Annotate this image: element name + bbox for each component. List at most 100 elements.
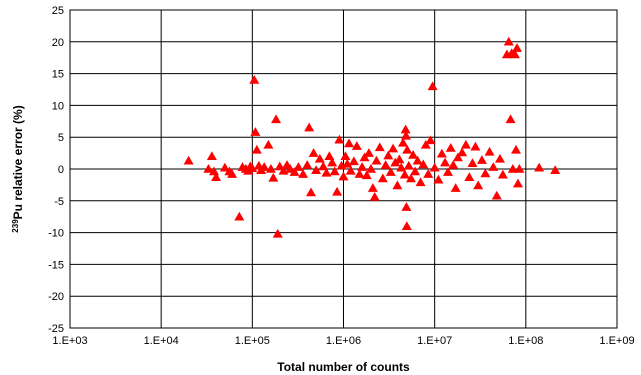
data-point [491, 190, 502, 200]
data-point [327, 157, 338, 167]
data-point [401, 221, 412, 230]
data-point [265, 164, 276, 173]
plot-frame [69, 9, 618, 329]
data-point [402, 144, 413, 154]
data-point [203, 164, 214, 173]
data-point [507, 164, 518, 173]
data-point [448, 160, 459, 169]
data-point [351, 141, 362, 150]
y-tick-label: 20 [52, 37, 64, 49]
x-tick-label: 1.E+03 [52, 335, 87, 347]
data-point [460, 139, 471, 149]
y-axis-tick-labels: 25 20 15 10 5 0 -5 -10 -15 -20 -25 [48, 5, 64, 335]
data-point [357, 162, 368, 171]
data-point [398, 137, 409, 147]
x-tick-label: 1.E+08 [508, 335, 543, 347]
y-tick-label: -5 [54, 196, 64, 208]
data-point [380, 160, 391, 169]
data-point [298, 169, 309, 178]
data-point [415, 177, 426, 187]
data-point [259, 162, 270, 171]
data-point [470, 141, 481, 151]
data-point [394, 154, 405, 164]
data-point [383, 150, 394, 160]
data-point [183, 155, 194, 165]
x-tick-label: 1.E+06 [326, 335, 361, 347]
y-tick-label: -20 [48, 291, 64, 303]
data-point [467, 158, 478, 168]
data-point [268, 172, 279, 182]
data-point [318, 161, 329, 171]
x-tick-label: 1.E+09 [599, 335, 634, 347]
y-tick-label: -10 [48, 228, 64, 240]
data-point [219, 162, 230, 172]
data-point [359, 152, 370, 162]
data-point [249, 74, 260, 84]
data-point [399, 169, 410, 179]
data-point [329, 166, 340, 176]
data-point [324, 151, 335, 161]
data-point [401, 130, 412, 140]
y-axis-title: 239Pu relative error (%) [11, 105, 25, 232]
data-point [332, 186, 343, 196]
data-point [429, 162, 440, 172]
data-point [503, 36, 514, 46]
y-tick-label: 25 [52, 5, 64, 17]
x-axis-tick-labels: 1.E+03 1.E+04 1.E+05 1.E+06 1.E+07 1.E+08 1.E+… [52, 335, 634, 347]
y-axis-title-main: Pu relative error (%) [11, 105, 25, 219]
data-point [480, 168, 491, 178]
data-point [514, 164, 525, 173]
data-point [405, 173, 416, 183]
data-point [250, 127, 261, 136]
data-point [457, 147, 468, 157]
data-point [342, 158, 353, 168]
data-point [436, 148, 447, 158]
data-point [345, 165, 356, 175]
data-point [314, 153, 325, 163]
data-point [354, 169, 365, 178]
data-point [234, 211, 245, 221]
data-point [497, 169, 508, 179]
data-point [243, 165, 254, 175]
data-point [304, 122, 315, 132]
data-point [293, 162, 304, 171]
data-point [305, 187, 316, 197]
data-point [321, 167, 332, 177]
data-point [392, 180, 403, 190]
data-point [289, 167, 300, 176]
data-point [247, 163, 258, 173]
data-point [377, 173, 388, 183]
data-point [473, 180, 484, 190]
data-point [534, 162, 545, 172]
y-tick-label: -15 [48, 259, 64, 271]
x-axis-title: Total number of counts [277, 360, 410, 374]
data-point [484, 146, 495, 156]
data-point [550, 165, 561, 175]
data-point [302, 160, 313, 169]
data-point [510, 144, 521, 154]
data-point [509, 49, 520, 59]
data-point [401, 202, 412, 211]
data-point [400, 124, 411, 134]
x-tick-label: 1.E+05 [235, 335, 270, 347]
data-point [388, 143, 399, 153]
data-point [410, 166, 421, 176]
data-point [442, 167, 453, 176]
data-point [338, 171, 349, 181]
data-point [494, 153, 505, 163]
data-points [183, 36, 561, 238]
y-tick-label: 15 [52, 69, 64, 81]
data-point [427, 81, 438, 91]
data-point [272, 228, 283, 238]
y-tick-label: 10 [52, 100, 64, 112]
data-point [271, 114, 282, 124]
data-point [371, 155, 382, 165]
data-point [263, 139, 274, 149]
data-point [251, 144, 262, 154]
x-tick-label: 1.E+07 [417, 335, 452, 347]
data-point [488, 162, 499, 171]
y-tick-label: -25 [48, 323, 64, 335]
data-point [365, 164, 376, 173]
data-point [505, 114, 516, 124]
data-point [408, 150, 419, 159]
